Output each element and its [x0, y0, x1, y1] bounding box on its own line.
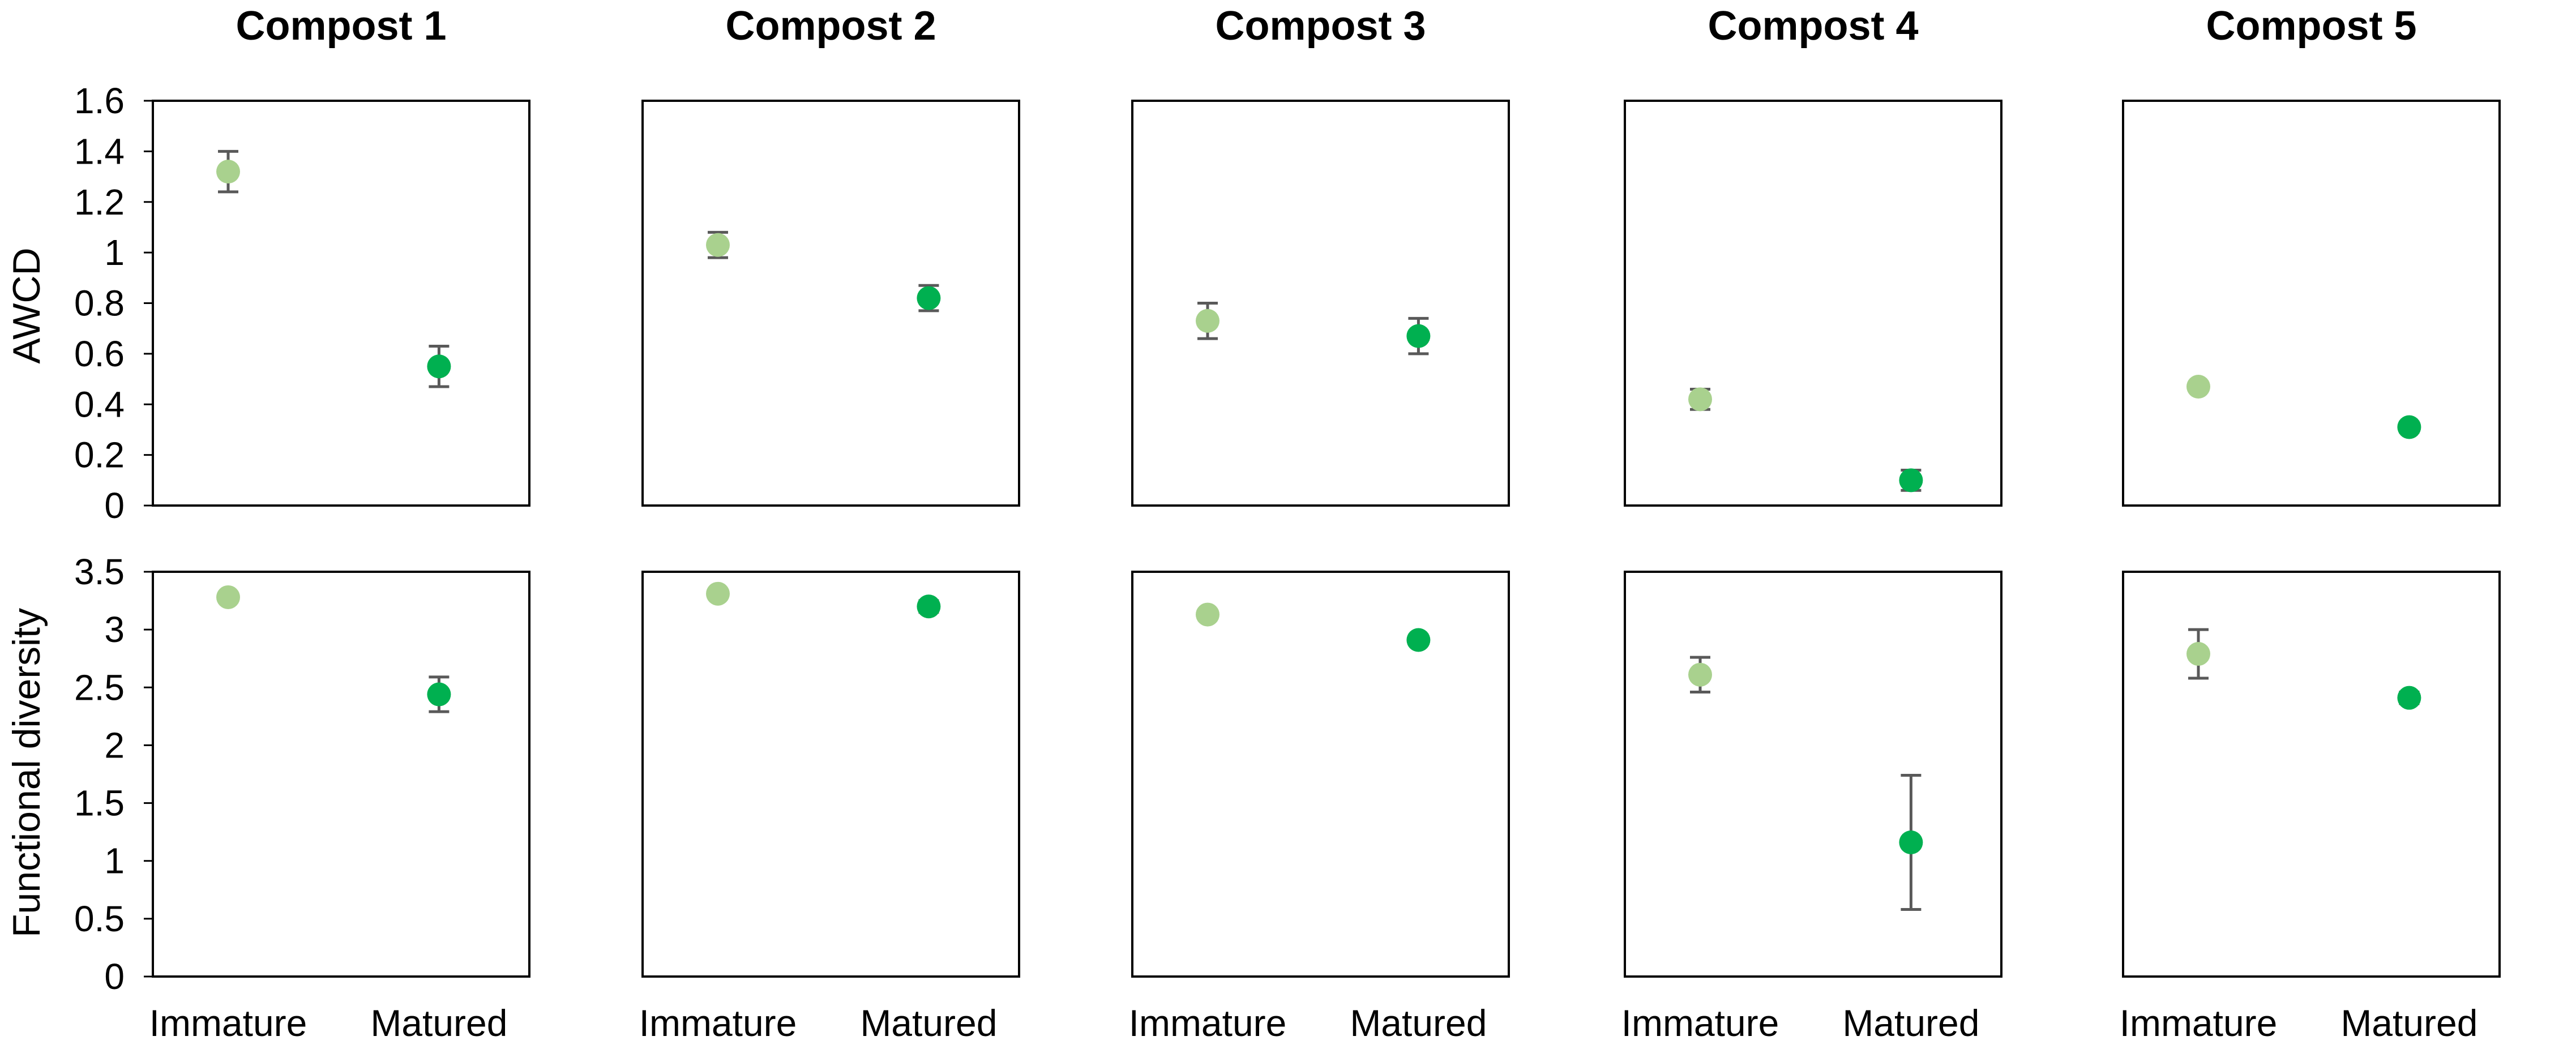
y-axis-title: Functional diversity [5, 608, 48, 937]
data-point-immature [216, 585, 240, 609]
y-tick-label: 1 [104, 232, 125, 273]
x-category-label: Matured [860, 1002, 997, 1044]
y-tick-label: 3 [104, 609, 125, 650]
panel-title: Compost 2 [725, 3, 936, 49]
y-tick-label: 0.4 [74, 384, 125, 425]
data-point-immature [1688, 662, 1712, 687]
data-point-matured [427, 354, 451, 379]
data-point-immature [1688, 387, 1712, 412]
y-tick-label: 1.4 [74, 131, 125, 172]
panel-title: Compost 1 [236, 3, 446, 49]
data-point-matured [2397, 415, 2421, 439]
y-tick-label: 2 [104, 725, 125, 765]
y-tick-label: 0.2 [74, 435, 125, 476]
data-point-matured [1899, 468, 1923, 493]
x-category-label: Immature [1129, 1002, 1287, 1044]
data-point-immature [706, 233, 730, 257]
x-category-label: Immature [639, 1002, 797, 1044]
panel-title: Compost 5 [2206, 3, 2416, 49]
panel-frame [1131, 100, 1510, 507]
panel-frame [152, 571, 530, 978]
y-tick-label: 1.2 [74, 182, 125, 222]
y-tick-label: 0 [104, 956, 125, 997]
y-tick-label: 0.8 [74, 283, 125, 324]
data-point-matured [917, 594, 941, 619]
y-tick-label: 1.6 [74, 80, 125, 121]
panel-frame [641, 100, 1020, 507]
data-marks-layer [216, 149, 2421, 911]
data-point-immature [216, 160, 240, 184]
panel-frame [1131, 571, 1510, 978]
labels-layer: Compost 1 Compost 2 Compost 3 Compost 4 Comp… [5, 3, 2477, 1044]
y-tick-label: 1 [104, 841, 125, 881]
x-category-label: Matured [1842, 1002, 1979, 1044]
data-point-immature [2186, 374, 2210, 399]
data-point-immature [1196, 309, 1219, 333]
panel-frame [152, 100, 530, 507]
panel-frame [1624, 571, 2002, 978]
data-point-matured [1899, 830, 1923, 855]
axes-layer [144, 100, 154, 978]
panel-frame [2122, 100, 2501, 507]
y-tick-label: 2.5 [74, 667, 125, 708]
data-point-matured [1406, 324, 1431, 348]
data-point-matured [2397, 686, 2421, 710]
data-point-matured [1406, 628, 1431, 652]
panel-title: Compost 4 [1708, 3, 1918, 49]
y-tick-label: 3.5 [74, 551, 125, 592]
panel-frame [2122, 571, 2501, 978]
x-category-label: Matured [370, 1002, 507, 1044]
y-axis-title: AWCD [5, 247, 48, 363]
y-tick-label: 0.5 [74, 898, 125, 939]
panel-title: Compost 3 [1215, 3, 1426, 49]
panel-frame [1624, 100, 2002, 507]
x-category-label: Immature [2120, 1002, 2278, 1044]
x-category-label: Matured [2340, 1002, 2477, 1044]
data-point-immature [2186, 642, 2210, 666]
y-tick-label: 0 [104, 485, 125, 526]
data-point-matured [427, 682, 451, 707]
y-tick-label: 0.6 [74, 333, 125, 374]
x-category-label: Immature [149, 1002, 307, 1044]
y-tick-label: 1.5 [74, 783, 125, 824]
data-point-immature [1196, 602, 1219, 627]
x-category-label: Immature [1621, 1002, 1779, 1044]
data-point-immature [706, 581, 730, 606]
x-category-label: Matured [1350, 1002, 1487, 1044]
panel-frames-layer [152, 100, 2501, 978]
data-point-matured [917, 286, 941, 310]
panel-frame [641, 571, 1020, 978]
